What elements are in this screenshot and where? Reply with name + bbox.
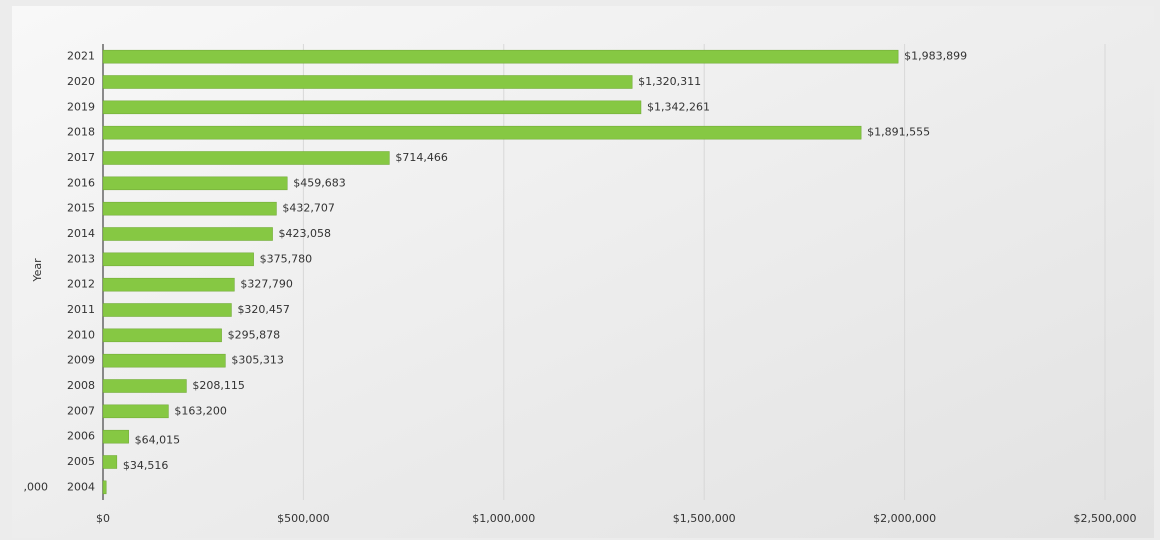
bar [102,404,169,419]
y-tick-label: 2012 [67,278,95,291]
y-tick-label: 2010 [67,328,95,341]
data-label: ,000 [24,480,49,493]
y-tick-label: 2018 [67,126,95,139]
y-tick-label: 2017 [67,151,95,164]
bar [102,100,642,115]
data-label: $305,313 [231,354,284,367]
x-tick-label: $500,000 [277,512,330,525]
data-label: $64,015 [135,434,181,447]
data-label: $320,457 [237,303,289,316]
bar [102,353,226,368]
bar [102,176,288,191]
data-label: $375,780 [260,252,313,265]
bar [102,429,129,444]
data-label: $208,115 [192,379,245,392]
y-tick-label: 2007 [67,404,95,417]
data-label: $1,320,311 [638,75,701,88]
data-label: $1,891,555 [867,126,930,139]
data-label: $423,058 [279,227,332,240]
y-tick-label: 2016 [67,176,95,189]
x-tick-label: $1,000,000 [472,512,535,525]
bar [102,75,633,89]
y-tick-label: 2014 [67,227,95,240]
y-tick-label: 2019 [67,100,95,113]
y-tick-label: 2005 [67,455,95,468]
y-tick-label: 2015 [67,202,95,215]
bar [102,455,118,469]
bar [102,277,235,292]
y-tick-label: 2013 [67,252,95,265]
x-tick-label: $1,500,000 [673,512,736,525]
bar [102,49,899,64]
bar [102,227,273,241]
bar [102,379,187,393]
bar [102,252,254,267]
data-label: $327,790 [240,278,293,291]
y-axis-label: Year [31,258,44,283]
bar [102,303,232,317]
y-tick-label: 2004 [67,480,95,493]
data-label: $1,983,899 [904,50,967,63]
plot-background [12,6,1154,538]
y-tick-label: 2011 [67,303,95,316]
y-tick-label: 2006 [67,430,95,443]
bar [102,201,277,216]
y-tick-label: 2009 [67,354,95,367]
bar [102,151,390,165]
x-tick-label: $2,500,000 [1074,512,1137,525]
data-label: $432,707 [282,202,335,215]
y-tick-label: 2020 [67,75,95,88]
bar [102,480,107,495]
x-tick-label: $0 [96,512,110,525]
data-label: $34,516 [123,459,169,472]
y-tick-label: 2021 [67,50,95,63]
data-label: $714,466 [395,151,448,164]
bar [102,328,222,343]
data-label: $163,200 [174,404,227,417]
y-tick-label: 2008 [67,379,95,392]
data-label: $295,878 [228,328,280,341]
bar [102,125,862,140]
data-label: $459,683 [293,176,346,189]
x-tick-label: $2,000,000 [873,512,936,525]
data-label: $1,342,261 [647,100,710,113]
